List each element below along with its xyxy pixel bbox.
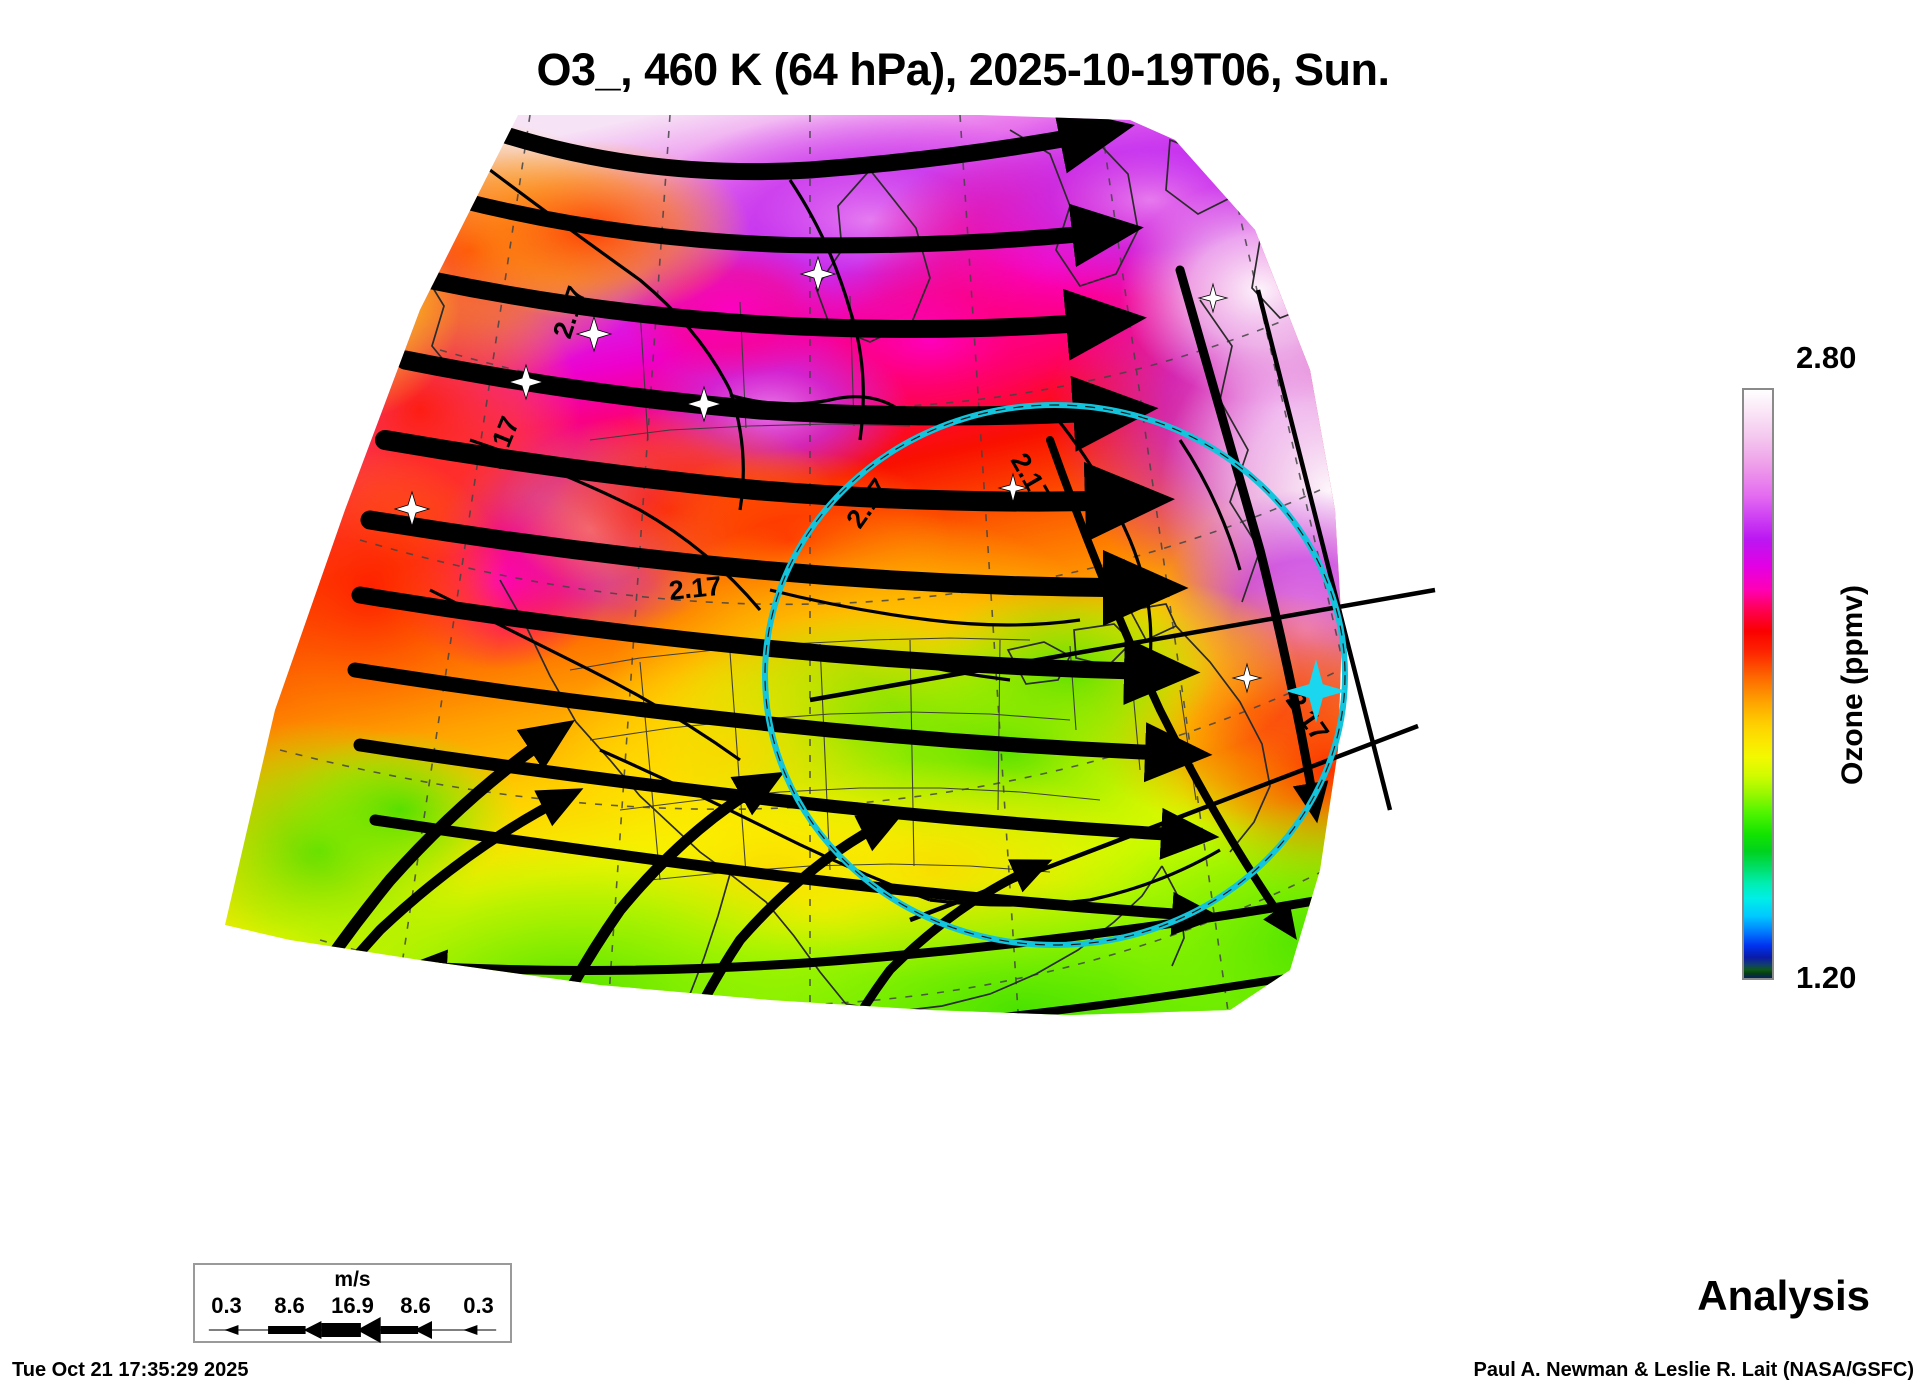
wind-key-value-4: 0.3 [463, 1293, 494, 1318]
wind-key-value-0: 0.3 [211, 1293, 242, 1318]
colorbar-axis-title: Ozone (ppmv) [1836, 585, 1869, 785]
render-timestamp: Tue Oct 21 17:35:29 2025 [12, 1359, 249, 1381]
colorbar-max-label: 2.80 [1796, 340, 1857, 375]
contour-label: 2.17 [667, 571, 722, 606]
colorbar-gradient [1742, 388, 1774, 980]
ozone-map[interactable]: 2.17 2.17 2.17 2.17 2.17 2.17 [170, 110, 1610, 1240]
colorbar-min-label: 1.20 [1796, 960, 1857, 995]
page-title: O3_, 460 K (64 hPa), 2025-10-19T06, Sun. [536, 44, 1390, 95]
vortex-ring [762, 402, 1348, 948]
wind-key-unit-label: m/s [334, 1268, 371, 1291]
map-panel[interactable]: 2.17 2.17 2.17 2.17 2.17 2.17 [170, 110, 1610, 1240]
wind-key-value-1: 8.6 [274, 1293, 305, 1318]
wind-key-arrow-scale [208, 1317, 497, 1343]
center-marker [1285, 659, 1347, 723]
wind-key-values: 0.3 8.6 16.9 8.6 0.3 [195, 1293, 510, 1319]
station-markers [393, 255, 1263, 694]
wind-key-value-3: 8.6 [400, 1293, 431, 1318]
author-credit: Paul A. Newman & Leslie R. Lait (NASA/GS… [1473, 1359, 1914, 1381]
wind-key-value-2: 16.9 [331, 1293, 374, 1318]
wind-speed-key: m/s 0.3 8.6 16.9 8.6 0.3 [193, 1263, 512, 1343]
colorbar: 2.80 1.20 [1742, 340, 1856, 995]
analysis-label: Analysis [1697, 1272, 1870, 1319]
